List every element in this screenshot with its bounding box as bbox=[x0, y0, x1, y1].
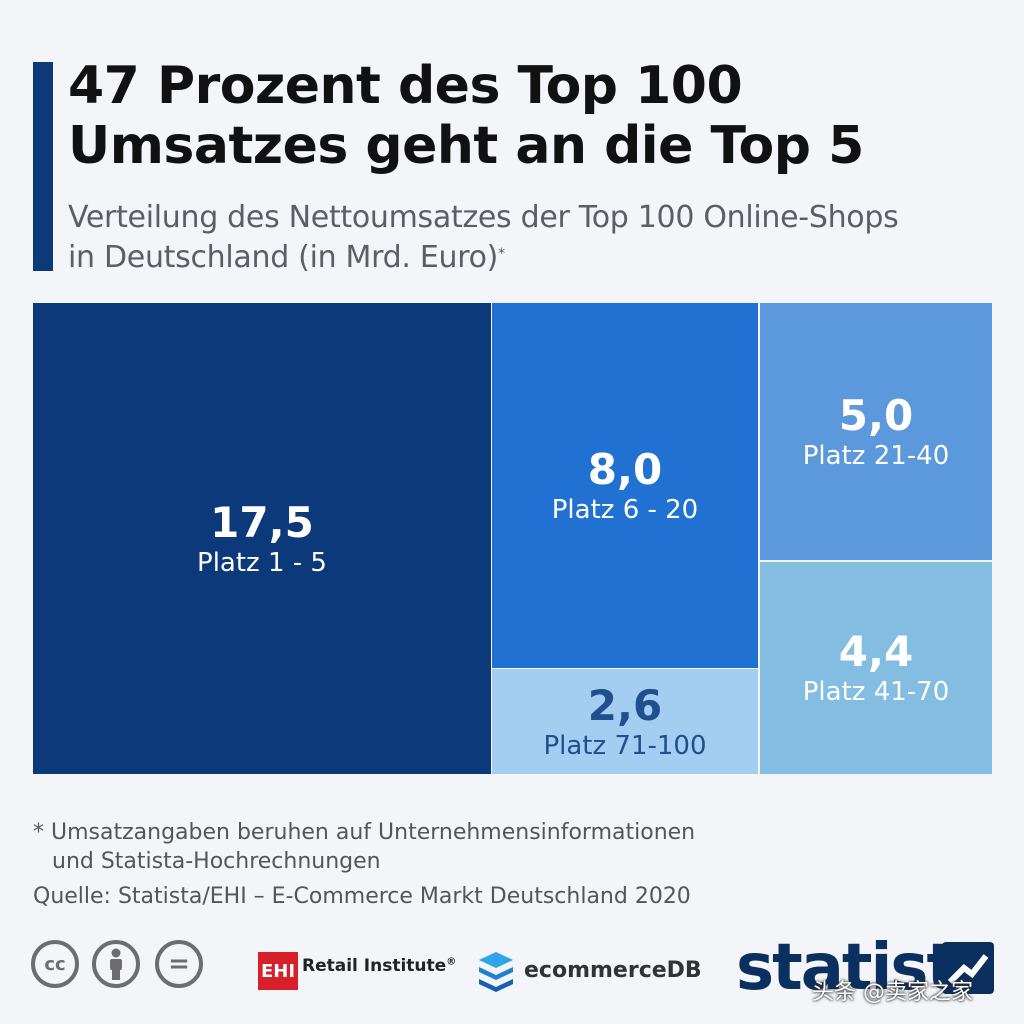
ecommercedb-logo-text[interactable]: ecommerceDB bbox=[524, 958, 702, 983]
tile-label: Platz 21-40 bbox=[802, 440, 950, 471]
ehi-logo-text[interactable]: Retail Institute® bbox=[302, 956, 456, 976]
tile-label: Platz 6 - 20 bbox=[551, 494, 699, 525]
treemap-tile-platz-41-70: 4,4 Platz 41-70 bbox=[758, 560, 992, 774]
title-accent-bar bbox=[33, 62, 53, 271]
footnote: * Umsatzangaben beruhen auf Unternehmens… bbox=[33, 818, 695, 876]
chart-title: 47 Prozent des Top 100 Umsatzes geht an … bbox=[68, 56, 864, 176]
tile-label: Platz 71-100 bbox=[543, 730, 707, 761]
treemap-tile-platz-71-100: 2,6 Platz 71-100 bbox=[491, 668, 758, 774]
tile-value: 4,4 bbox=[838, 627, 914, 676]
chart-subtitle-line-2-text: in Deutschland (in Mrd. Euro) bbox=[68, 240, 499, 275]
chart-subtitle-line-2: in Deutschland (in Mrd. Euro)* bbox=[68, 238, 898, 278]
statista-logo-icon[interactable] bbox=[942, 942, 994, 994]
footnote-marker: * bbox=[498, 246, 505, 262]
no-derivatives-icon[interactable]: = bbox=[155, 940, 203, 988]
treemap-tile-platz-1-5: 17,5 Platz 1 - 5 bbox=[33, 303, 491, 774]
tile-value: 2,6 bbox=[587, 680, 663, 730]
footnote-line-1: * Umsatzangaben beruhen auf Unternehmens… bbox=[33, 820, 696, 845]
ehi-logo-box[interactable]: EHI bbox=[258, 952, 298, 990]
treemap-tile-platz-21-40: 5,0 Platz 21-40 bbox=[758, 303, 992, 560]
watermark-text: 头条 @卖家之家 bbox=[812, 980, 973, 1005]
tile-value: 8,0 bbox=[587, 444, 663, 494]
creative-commons-icon[interactable]: cc bbox=[31, 940, 79, 988]
tile-label: Platz 1 - 5 bbox=[197, 547, 327, 578]
ehi-registered-mark: ® bbox=[446, 956, 457, 968]
tile-label: Platz 41-70 bbox=[802, 677, 950, 707]
tile-value: 5,0 bbox=[838, 390, 914, 440]
tile-value: 17,5 bbox=[210, 497, 314, 547]
ehi-logo-label: Retail Institute bbox=[302, 956, 447, 976]
footnote-line-2: und Statista-Hochrechnungen bbox=[52, 849, 381, 874]
attribution-icon[interactable] bbox=[92, 940, 140, 988]
chart-subtitle-line-1: Verteilung des Nettoumsatzes der Top 100… bbox=[68, 200, 899, 235]
ecommercedb-logo-icon[interactable] bbox=[476, 950, 516, 992]
chart-subtitle: Verteilung des Nettoumsatzes der Top 100… bbox=[68, 198, 899, 278]
treemap-tile-platz-6-20: 8,0 Platz 6 - 20 bbox=[491, 303, 758, 668]
chart-title-line-2: Umsatzes geht an die Top 5 bbox=[68, 116, 864, 176]
person-icon bbox=[110, 948, 122, 980]
chart-title-line-1: 47 Prozent des Top 100 bbox=[68, 56, 743, 116]
source-text: Quelle: Statista/EHI – E-Commerce Markt … bbox=[33, 884, 691, 909]
